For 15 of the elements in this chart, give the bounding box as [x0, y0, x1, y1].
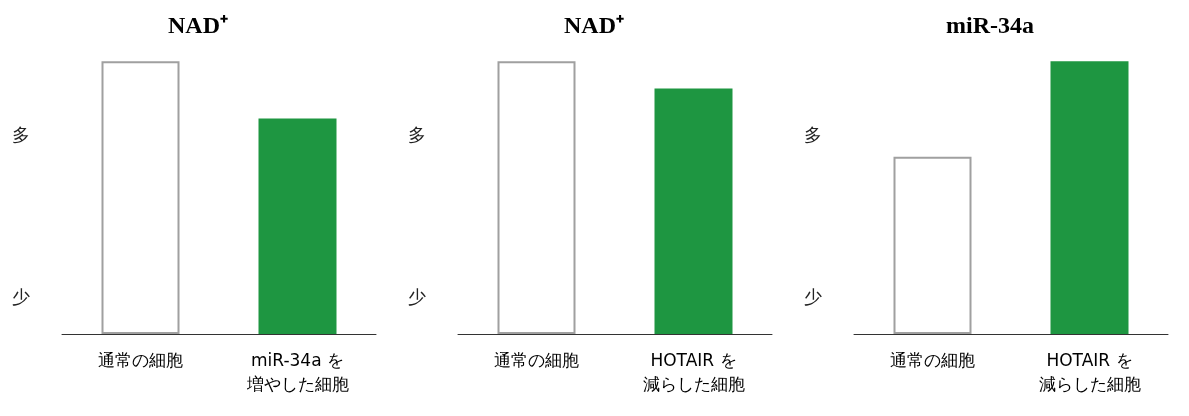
chart-title: miR-34a: [946, 12, 1034, 38]
chart-title: NAD⁺: [564, 12, 624, 38]
text: 多: [12, 124, 30, 146]
text: 多: [804, 124, 822, 146]
text: 少: [12, 286, 30, 308]
x-tick-label: HOTAIR を減らした細胞: [1038, 350, 1141, 394]
x-tick-label: 通常の細胞: [890, 350, 975, 370]
text: 少: [408, 286, 426, 308]
x-tick-label: 通常の細胞: [494, 350, 579, 370]
text: 多: [408, 124, 426, 146]
x-tick-label: miR-34a を増やした細胞: [245, 350, 349, 394]
x-tick-label: 通常の細胞: [98, 350, 183, 370]
x-tick-label: HOTAIR を減らした細胞: [642, 350, 745, 394]
chart-title: NAD⁺: [168, 12, 228, 38]
text: 少: [804, 286, 822, 308]
